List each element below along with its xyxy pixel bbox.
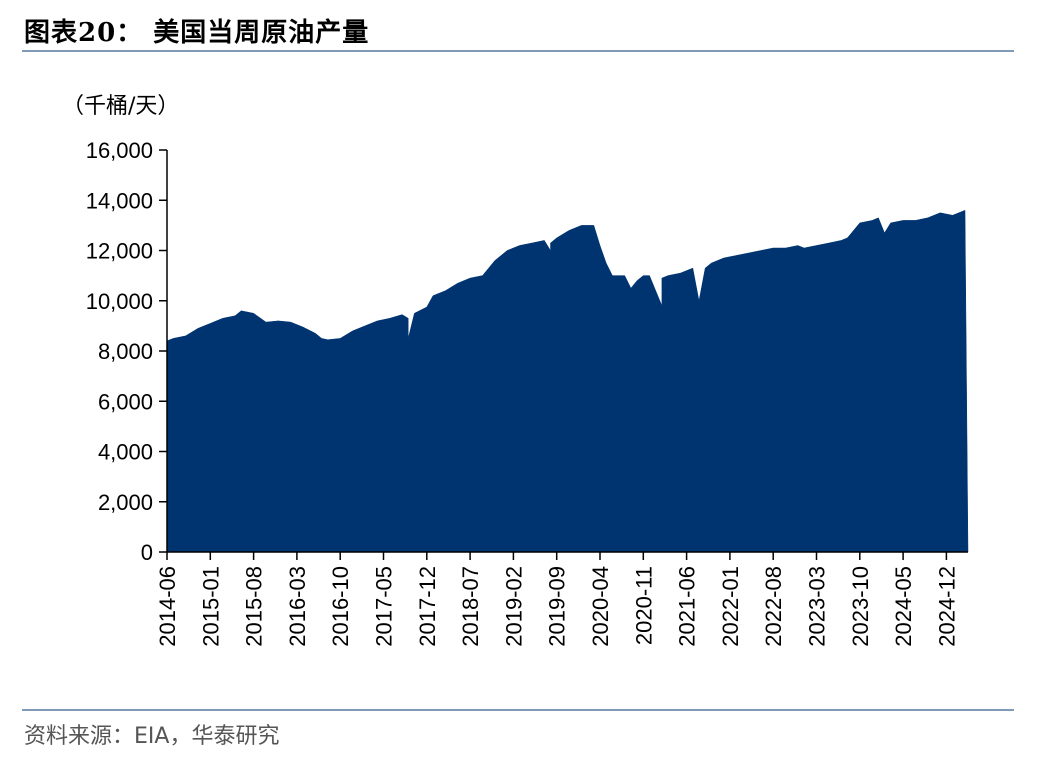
x-tick-label: 2016-10: [328, 566, 353, 647]
x-tick-label: 2020-11: [631, 566, 656, 645]
x-tick-label: 2016-03: [285, 566, 310, 647]
x-tick-label: 2015-01: [198, 566, 223, 647]
x-tick-label: 2023-10: [848, 566, 873, 647]
y-axis-unit-label: （千桶/天）: [62, 94, 180, 119]
y-tick-label: 0: [141, 540, 153, 565]
y-tick-label: 12,000: [86, 239, 153, 264]
source-note: 资料来源：EIA，华泰研究: [24, 724, 280, 749]
x-tick-label: 2014-06: [155, 566, 180, 647]
y-tick-label: 16,000: [86, 138, 153, 163]
chart-title: 图表20： 美国当周原油产量: [24, 18, 370, 48]
x-tick-label: 2017-05: [372, 566, 397, 647]
x-tick-label: 2021-06: [675, 566, 700, 647]
x-tick-label: 2020-04: [588, 566, 613, 647]
source-divider: [22, 709, 1014, 711]
x-tick-label: 2024-05: [891, 566, 916, 647]
x-tick-label: 2024-12: [934, 566, 959, 647]
x-tick-label: 2019-02: [501, 566, 526, 647]
x-tick-label: 2017-12: [415, 566, 440, 647]
x-tick-label: 2022-01: [718, 566, 743, 647]
x-tick-label: 2022-08: [761, 566, 786, 647]
y-tick-label: 6,000: [98, 389, 153, 414]
x-tick-label: 2019-09: [545, 566, 570, 647]
x-tick-label: 2023-03: [805, 566, 830, 647]
crude-production-area: [166, 209, 969, 553]
y-tick-label: 14,000: [86, 188, 153, 213]
title-divider: [22, 50, 1014, 52]
y-tick-label: 4,000: [98, 440, 153, 465]
y-tick-label: 8,000: [98, 339, 153, 364]
x-tick-label: 2018-07: [458, 566, 483, 647]
y-tick-label: 2,000: [98, 490, 153, 515]
y-tick-label: 10,000: [86, 289, 153, 314]
x-tick-label: 2015-08: [242, 566, 267, 647]
